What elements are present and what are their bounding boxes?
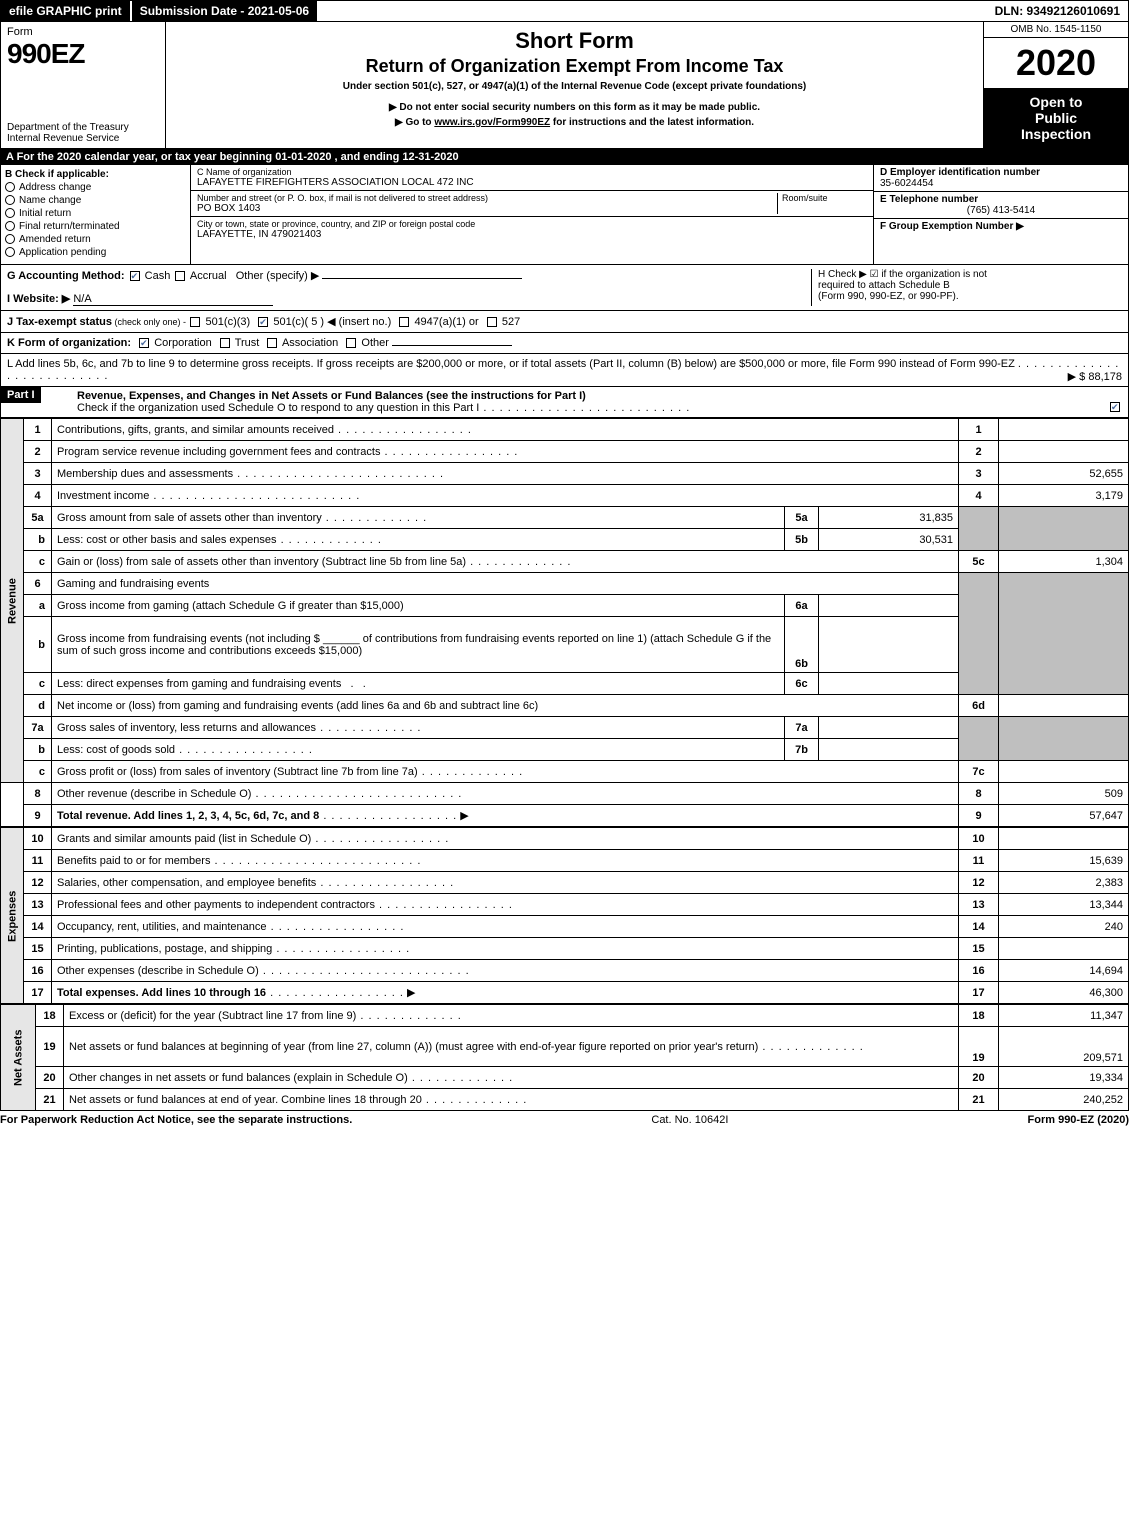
- form-number: 990EZ: [7, 38, 159, 70]
- title-return-exempt: Return of Organization Exempt From Incom…: [172, 56, 977, 77]
- form-header: Form 990EZ Department of the Treasury In…: [0, 22, 1129, 149]
- title-short-form: Short Form: [172, 28, 977, 54]
- line-l: L Add lines 5b, 6c, and 7b to line 9 to …: [0, 354, 1129, 387]
- website-value: N/A: [73, 293, 273, 306]
- dept-irs: Internal Revenue Service: [7, 133, 159, 144]
- part-i-tag: Part I: [1, 387, 41, 403]
- efile-button[interactable]: efile GRAPHIC print: [1, 1, 132, 21]
- part-i-sub: Check if the organization used Schedule …: [77, 402, 1122, 414]
- page-footer: For Paperwork Reduction Act Notice, see …: [0, 1111, 1129, 1129]
- top-bar: efile GRAPHIC print Submission Date - 20…: [0, 0, 1129, 22]
- revenue-tab: Revenue: [1, 419, 24, 783]
- ein-label: D Employer identification number: [880, 167, 1040, 178]
- period-row: A For the 2020 calendar year, or tax yea…: [0, 149, 1129, 165]
- table-row: 9 Total revenue. Add lines 1, 2, 3, 4, 5…: [1, 805, 1129, 827]
- table-row: 14Occupancy, rent, utilities, and mainte…: [1, 916, 1129, 938]
- group-exemption-label: F Group Exemption Number ▶: [880, 221, 1024, 232]
- check-initial-return[interactable]: Initial return: [5, 208, 186, 219]
- check-other-org[interactable]: [346, 338, 356, 348]
- check-501c3[interactable]: [190, 317, 200, 327]
- section-b-label: B Check if applicable:: [5, 169, 186, 180]
- check-association[interactable]: [267, 338, 277, 348]
- table-row: 2 Program service revenue including gove…: [1, 441, 1129, 463]
- open-public-badge: Open to Public Inspection: [984, 88, 1128, 148]
- table-row: 20Other changes in net assets or fund ba…: [1, 1067, 1129, 1089]
- org-name: LAFAYETTE FIREFIGHTERS ASSOCIATION LOCAL…: [197, 177, 867, 188]
- check-application-pending[interactable]: Application pending: [5, 247, 186, 258]
- expenses-tab: Expenses: [1, 828, 24, 1004]
- check-name-change[interactable]: Name change: [5, 195, 186, 206]
- table-row: 6 Gaming and fundraising events: [1, 573, 1129, 595]
- check-trust[interactable]: [220, 338, 230, 348]
- room-suite-label: Room/suite: [782, 193, 867, 203]
- gross-receipts-value: ▶ $ 88,178: [1068, 370, 1122, 383]
- check-schedule-o[interactable]: [1110, 402, 1120, 412]
- table-row: 4 Investment income 43,179: [1, 485, 1129, 507]
- line-g-h: G Accounting Method: Cash Accrual Other …: [0, 265, 1129, 311]
- subtitle-section: Under section 501(c), 527, or 4947(a)(1)…: [172, 81, 977, 92]
- ein-value: 35-6024454: [880, 178, 933, 189]
- table-row: d Net income or (loss) from gaming and f…: [1, 695, 1129, 717]
- check-cash[interactable]: [130, 271, 140, 281]
- net-assets-table: Net Assets 18 Excess or (deficit) for th…: [0, 1004, 1129, 1111]
- check-address-change[interactable]: Address change: [5, 182, 186, 193]
- table-row: 13Professional fees and other payments t…: [1, 894, 1129, 916]
- table-row: 15Printing, publications, postage, and s…: [1, 938, 1129, 960]
- phone-value: (765) 413-5414: [880, 205, 1122, 216]
- table-row: 16Other expenses (describe in Schedule O…: [1, 960, 1129, 982]
- entity-block: B Check if applicable: Address change Na…: [0, 165, 1129, 265]
- table-row: Expenses 10 Grants and similar amounts p…: [1, 828, 1129, 850]
- revenue-table: Revenue 1 Contributions, gifts, grants, …: [0, 418, 1129, 827]
- check-4947[interactable]: [399, 317, 409, 327]
- table-row: 11Benefits paid to or for members1115,63…: [1, 850, 1129, 872]
- table-row: c Gross profit or (loss) from sales of i…: [1, 761, 1129, 783]
- line-j: J Tax-exempt status (check only one) - 5…: [0, 311, 1129, 333]
- footer-center: Cat. No. 10642I: [651, 1114, 728, 1126]
- section-h: H Check ▶ ☑ if the organization is not r…: [812, 269, 1122, 306]
- check-amended-return[interactable]: Amended return: [5, 234, 186, 245]
- dln-text: DLN: 93492126010691: [987, 1, 1128, 21]
- part-i-title: Revenue, Expenses, and Changes in Net As…: [77, 390, 1122, 402]
- note-ssn: ▶ Do not enter social security numbers o…: [172, 102, 977, 113]
- check-final-return[interactable]: Final return/terminated: [5, 221, 186, 232]
- note-goto: ▶ Go to www.irs.gov/Form990EZ for instru…: [172, 117, 977, 128]
- table-row: Revenue 1 Contributions, gifts, grants, …: [1, 419, 1129, 441]
- website-label: I Website: ▶: [7, 293, 70, 305]
- omb-number: OMB No. 1545-1150: [984, 22, 1128, 38]
- line-k: K Form of organization: Corporation Trus…: [0, 333, 1129, 354]
- footer-left: For Paperwork Reduction Act Notice, see …: [0, 1114, 352, 1126]
- table-row: 8 Other revenue (describe in Schedule O)…: [1, 783, 1129, 805]
- check-501c[interactable]: [258, 317, 268, 327]
- dept-treasury: Department of the Treasury: [7, 122, 159, 133]
- submission-date-button[interactable]: Submission Date - 2021-05-06: [132, 1, 319, 21]
- expenses-table: Expenses 10 Grants and similar amounts p…: [0, 827, 1129, 1004]
- net-assets-tab: Net Assets: [1, 1005, 36, 1111]
- org-name-cell: C Name of organization LAFAYETTE FIREFIG…: [191, 165, 873, 191]
- table-row: 17Total expenses. Add lines 10 through 1…: [1, 982, 1129, 1004]
- table-row: 12Salaries, other compensation, and empl…: [1, 872, 1129, 894]
- accounting-label: G Accounting Method:: [7, 270, 125, 282]
- table-row: 21Net assets or fund balances at end of …: [1, 1089, 1129, 1111]
- table-row: 5a Gross amount from sale of assets othe…: [1, 507, 1129, 529]
- check-527[interactable]: [487, 317, 497, 327]
- check-corporation[interactable]: [139, 338, 149, 348]
- org-city-cell: City or town, state or province, country…: [191, 217, 873, 242]
- org-street: PO BOX 1403: [197, 203, 777, 214]
- table-row: 19 Net assets or fund balances at beginn…: [1, 1027, 1129, 1067]
- phone-label: E Telephone number: [880, 194, 978, 205]
- table-row: 3 Membership dues and assessments 352,65…: [1, 463, 1129, 485]
- table-row: 7a Gross sales of inventory, less return…: [1, 717, 1129, 739]
- form-label: Form: [7, 26, 159, 38]
- tax-year: 2020: [984, 38, 1128, 88]
- table-row: Net Assets 18 Excess or (deficit) for th…: [1, 1005, 1129, 1027]
- org-city: LAFAYETTE, IN 479021403: [197, 229, 867, 240]
- irs-link[interactable]: www.irs.gov/Form990EZ: [434, 117, 550, 128]
- footer-right: Form 990-EZ (2020): [1028, 1114, 1129, 1126]
- table-row: c Gain or (loss) from sale of assets oth…: [1, 551, 1129, 573]
- check-accrual[interactable]: [175, 271, 185, 281]
